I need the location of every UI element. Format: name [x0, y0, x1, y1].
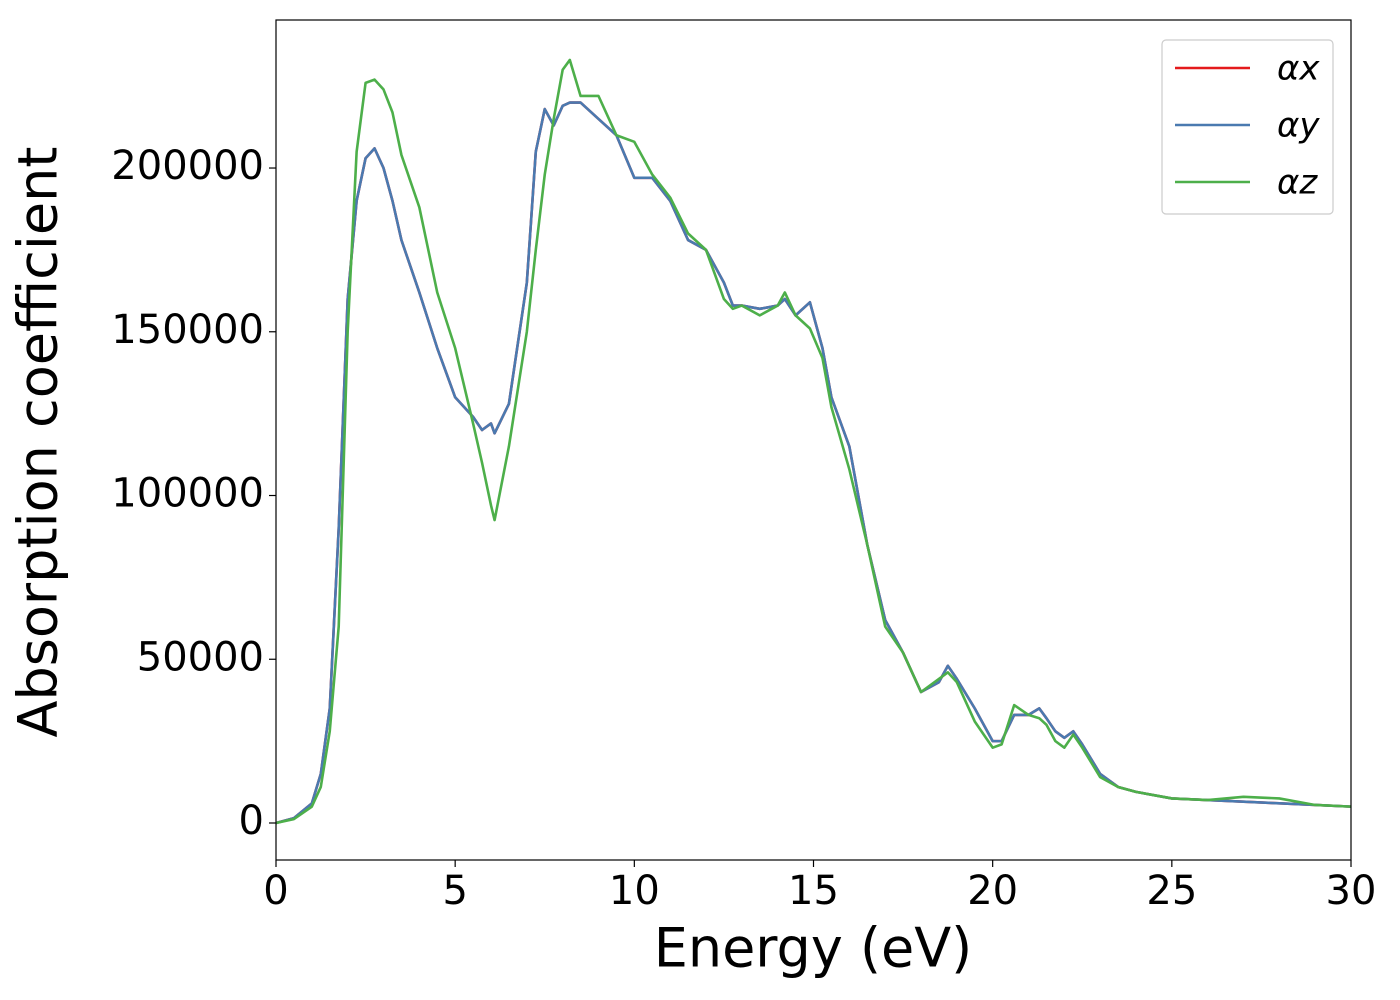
legend-label: αx	[1277, 49, 1320, 89]
legend-label: αz	[1277, 163, 1318, 203]
legend-box	[1161, 39, 1334, 215]
y-tick-label: 150000	[111, 307, 264, 353]
y-tick-label: 0	[239, 798, 264, 844]
x-axis-label: Energy (eV)	[654, 917, 973, 980]
x-tick-label: 15	[788, 868, 839, 914]
y-tick-label: 50000	[137, 634, 264, 680]
legend-label: αy	[1277, 106, 1320, 146]
x-tick-label: 10	[609, 868, 660, 914]
x-tick-label: 30	[1326, 868, 1377, 914]
x-tick-label: 5	[442, 868, 467, 914]
y-axis-label: Absorption coefficient	[7, 147, 70, 738]
plot-frame	[275, 19, 1352, 861]
y-tick-label: 100000	[111, 471, 264, 517]
data-line	[275, 58, 1352, 825]
x-tick-label: 20	[967, 868, 1018, 914]
data-line	[275, 101, 1352, 825]
x-tick-label: 0	[263, 868, 288, 914]
y-tick-label: 200000	[111, 143, 264, 189]
legend: αx αy αz	[1161, 39, 1334, 215]
x-tick-label: 25	[1146, 868, 1197, 914]
